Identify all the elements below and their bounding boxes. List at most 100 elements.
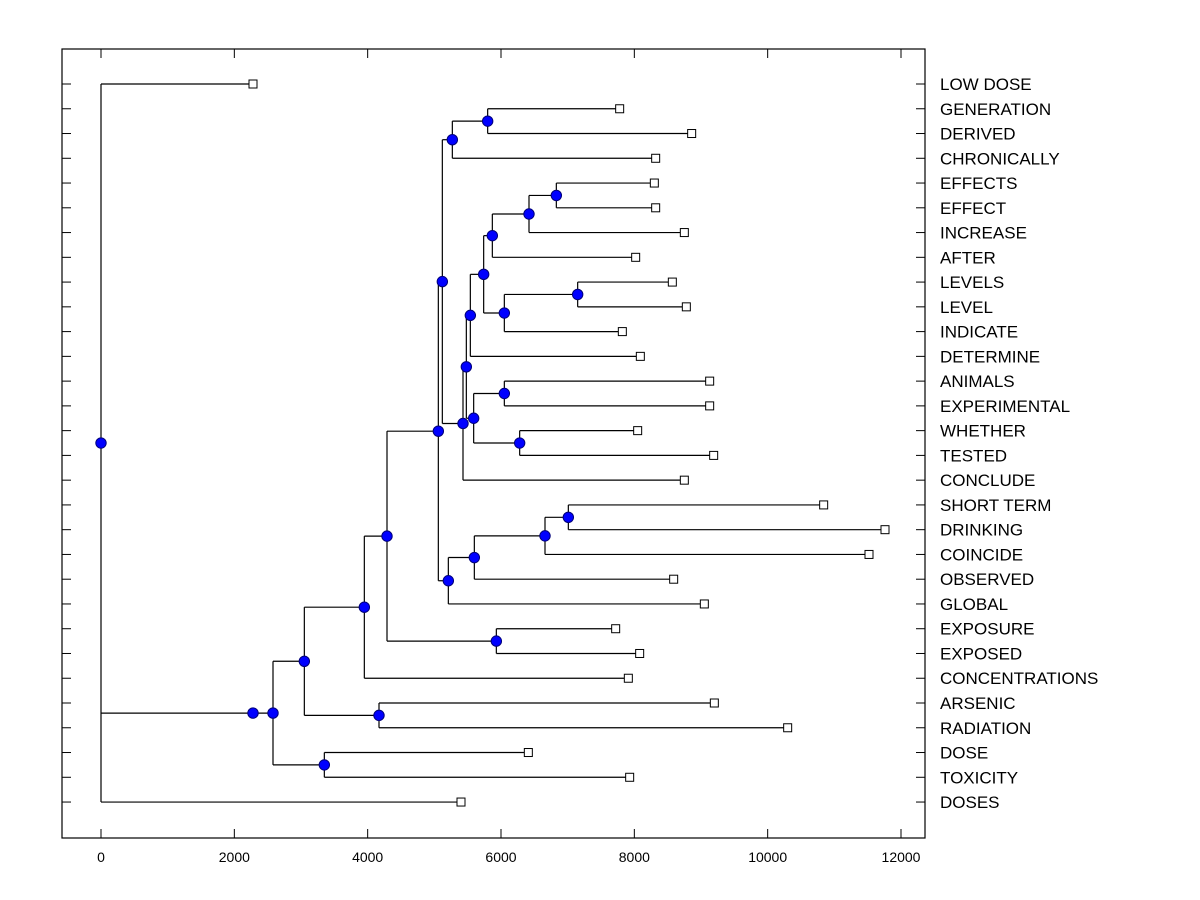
leaf-label: DERIVED xyxy=(940,125,1016,144)
leaf-label: SHORT TERM xyxy=(940,496,1051,515)
x-tick-label: 12000 xyxy=(882,849,921,865)
leaf-label: DOSES xyxy=(940,793,1000,812)
leaf-labels: LOW DOSE GENERATION DERIVED CHRONICALLY EFFE… xyxy=(940,75,1098,812)
merge-node xyxy=(460,361,473,373)
leaf-marker xyxy=(623,673,633,683)
leaf-marker xyxy=(651,203,661,213)
leaf-marker xyxy=(651,153,661,163)
merge-node xyxy=(571,288,584,301)
merge-node xyxy=(381,530,393,542)
leaf-marker xyxy=(625,772,635,782)
leaf-marker xyxy=(617,327,627,337)
merge-node xyxy=(247,707,259,719)
leaf-marker xyxy=(699,599,709,609)
leaf-marker xyxy=(705,376,715,386)
x-tick-label: 6000 xyxy=(485,849,516,865)
leaf-label: DOSE xyxy=(940,744,988,763)
leaf-marker xyxy=(681,302,691,312)
leaf-label: GLOBAL xyxy=(940,595,1008,614)
x-axis-tick-labels: 0 2000 4000 6000 8000 10000 12000 xyxy=(97,849,921,865)
leaf-label: EXPOSED xyxy=(940,644,1022,663)
leaf-label: INDICATE xyxy=(940,323,1018,342)
x-tick-label: 8000 xyxy=(619,849,650,865)
leaf-marker xyxy=(523,748,533,758)
leaf-label: OBSERVED xyxy=(940,570,1034,589)
merge-node xyxy=(490,635,503,647)
leaf-label: CONCENTRATIONS xyxy=(940,669,1098,688)
leaf-markers xyxy=(248,79,890,807)
leaf-label: CONCLUDE xyxy=(940,471,1035,490)
leaf-marker xyxy=(687,129,697,139)
leaf-label: TESTED xyxy=(940,446,1007,465)
leaf-marker xyxy=(880,525,890,535)
merge-node xyxy=(436,275,449,288)
leaf-marker xyxy=(631,252,641,262)
x-tick-label: 10000 xyxy=(748,849,787,865)
merge-node xyxy=(523,208,535,220)
merge-node xyxy=(267,707,279,719)
merge-node xyxy=(298,655,311,667)
leaf-marker xyxy=(669,574,679,584)
leaf-marker xyxy=(667,277,677,287)
merge-nodes xyxy=(95,115,584,771)
merge-node xyxy=(457,417,469,430)
merge-node xyxy=(373,709,385,722)
leaf-marker xyxy=(635,351,645,361)
leaf-marker xyxy=(633,426,643,436)
merge-node xyxy=(550,189,563,202)
leaf-marker xyxy=(679,475,689,485)
merge-node xyxy=(562,511,575,523)
leaf-label: COINCIDE xyxy=(940,545,1023,564)
leaf-label: TOXICITY xyxy=(940,768,1018,787)
merge-node xyxy=(358,601,371,613)
merge-node xyxy=(464,309,477,322)
leaf-label: RADIATION xyxy=(940,719,1031,738)
leaf-label: EFFECTS xyxy=(940,174,1017,193)
leaf-marker xyxy=(679,228,689,238)
merge-node xyxy=(432,425,445,437)
merge-node xyxy=(481,115,494,127)
x-tick-label: 0 xyxy=(97,849,105,865)
leaf-marker xyxy=(783,723,793,733)
merge-node xyxy=(477,268,490,281)
leaf-marker xyxy=(819,500,829,510)
leaf-label: INCREASE xyxy=(940,224,1027,243)
leaf-label: ARSENIC xyxy=(940,694,1016,713)
merge-node xyxy=(513,437,526,449)
x-tick-label: 2000 xyxy=(219,849,250,865)
leaf-label: LEVELS xyxy=(940,273,1004,292)
leaf-label: DETERMINE xyxy=(940,347,1040,366)
leaf-marker xyxy=(611,624,621,634)
merge-node xyxy=(442,575,455,587)
merge-node xyxy=(95,437,107,449)
merge-node xyxy=(446,134,459,146)
leaf-marker xyxy=(709,450,719,460)
leaf-label: EFFECT xyxy=(940,199,1006,218)
merge-node xyxy=(498,387,511,400)
leaf-marker xyxy=(709,698,719,708)
leaf-marker xyxy=(635,648,645,658)
merge-node xyxy=(498,307,511,319)
leaf-marker xyxy=(456,797,466,807)
leaf-marker xyxy=(705,401,715,411)
leaf-label: WHETHER xyxy=(940,422,1026,441)
leaf-label: LOW DOSE xyxy=(940,75,1032,94)
leaf-label: LEVEL xyxy=(940,298,993,317)
leaf-marker xyxy=(615,104,625,114)
leaf-marker xyxy=(248,79,258,89)
dendrogram-links xyxy=(100,83,885,803)
leaf-label: DRINKING xyxy=(940,521,1023,540)
plot-frame xyxy=(61,48,926,839)
leaf-marker xyxy=(864,549,874,559)
leaf-label: EXPOSURE xyxy=(940,620,1034,639)
merge-node xyxy=(486,229,499,242)
axis-ticks xyxy=(62,49,925,838)
leaf-label: CHRONICALLY xyxy=(940,149,1060,168)
merge-node xyxy=(468,551,481,564)
merge-node xyxy=(467,412,480,424)
leaf-label: EXPERIMENTAL xyxy=(940,397,1070,416)
leaf-label: ANIMALS xyxy=(940,372,1015,391)
merge-node xyxy=(539,530,551,542)
leaf-marker xyxy=(649,178,659,188)
